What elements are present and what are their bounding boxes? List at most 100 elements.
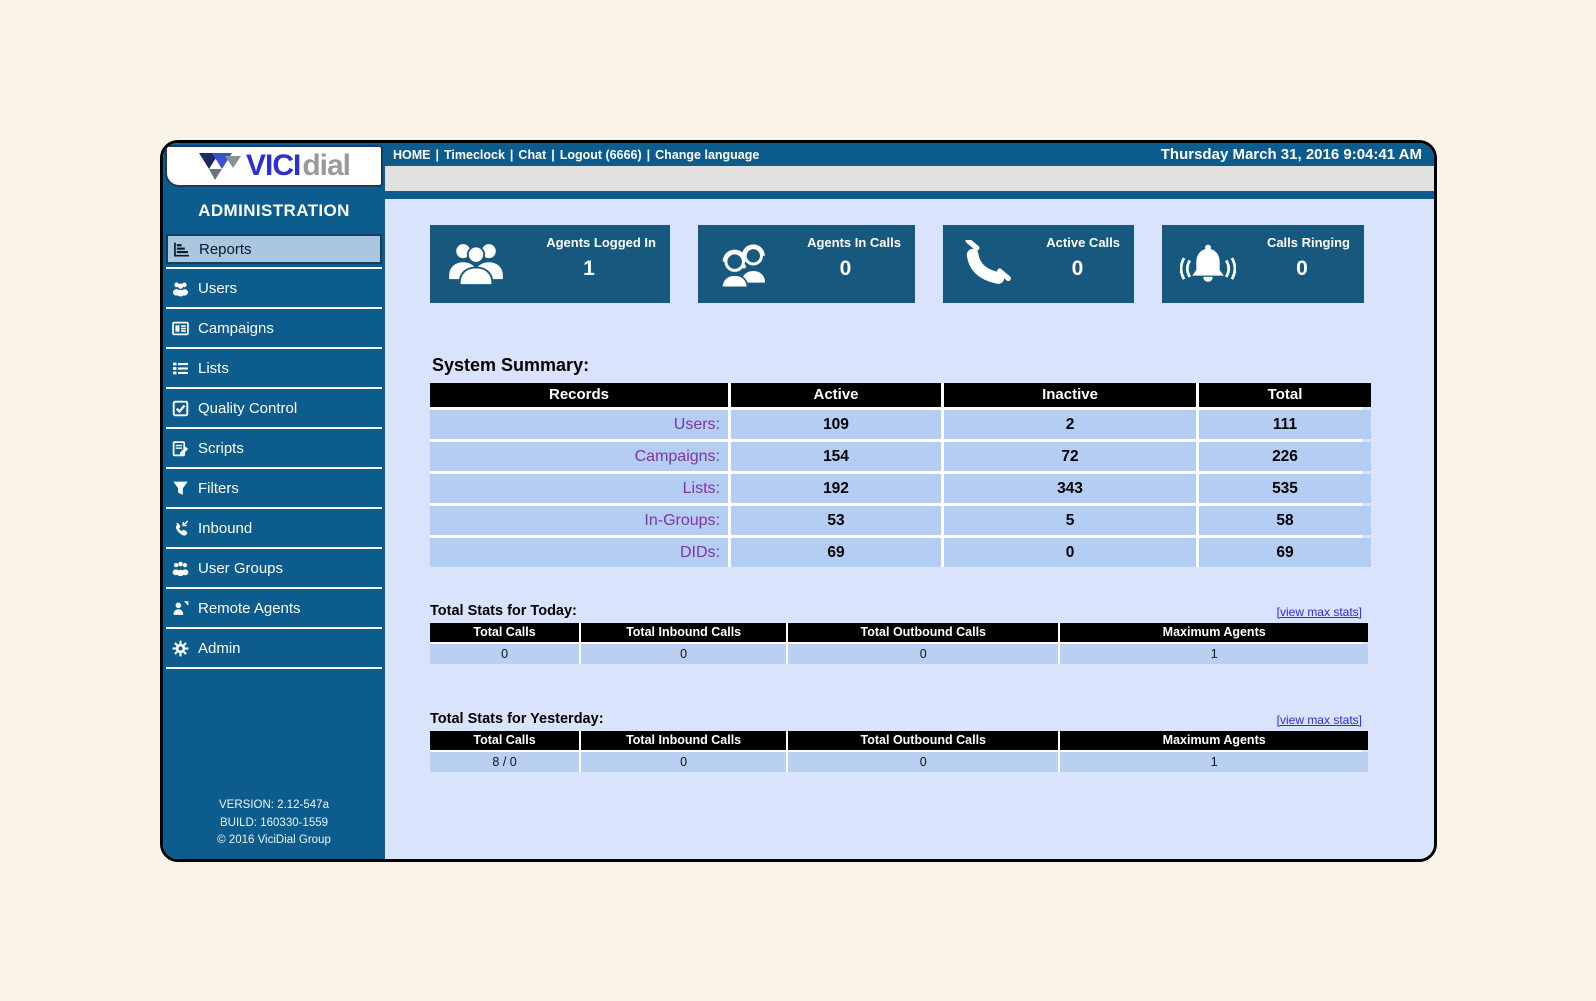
remote-agents-icon (173, 600, 189, 615)
build-text: BUILD: 160330-1559 (219, 816, 329, 829)
view-max-stats-link-today[interactable]: [view max stats] (1276, 605, 1362, 619)
inbound-icon (175, 520, 189, 536)
table-cell: 192 (731, 474, 941, 503)
table-cell: 111 (1199, 410, 1371, 439)
sidebar-item-admin[interactable]: Admin (166, 633, 382, 663)
record-link-ingroups[interactable]: In-Groups: (430, 506, 728, 535)
main-area: HOME | Timeclock | Chat | Logout (6666) … (385, 143, 1434, 859)
nav-separator: | (435, 147, 440, 162)
sidebar-nav: Reports Users Campaigns (163, 231, 385, 669)
agents-group-icon (430, 225, 522, 303)
sidebar-title: ADMINISTRATION (198, 201, 350, 220)
record-link-lists[interactable]: Lists: (430, 474, 728, 503)
view-max-stats-link-yesterday[interactable]: [view max stats] (1276, 713, 1362, 727)
campaigns-icon (172, 321, 189, 335)
sidebar-item-reports[interactable]: Reports (166, 234, 382, 264)
vicidial-logo-icon (198, 153, 241, 180)
table-cell: 69 (731, 538, 941, 567)
nav-link-chat[interactable]: Chat (518, 147, 547, 162)
reports-icon (174, 242, 189, 257)
stat-card-value: 0 (1071, 257, 1084, 280)
sidebar: VICI dial ADMINISTRATION Reports Users (163, 143, 385, 859)
stat-card-label: Active Calls (1046, 235, 1120, 250)
sidebar-item-label: Quality Control (198, 399, 298, 417)
column-header: Active (731, 383, 941, 407)
table-cell: 0 (944, 538, 1196, 567)
stat-card-label: Calls Ringing (1266, 235, 1350, 250)
table-cell: 226 (1199, 442, 1371, 471)
sidebar-item-user-groups[interactable]: User Groups (166, 553, 382, 583)
sidebar-item-label: Campaigns (198, 319, 274, 337)
table-cell: 154 (731, 442, 941, 471)
column-header: Maximum Agents (1060, 623, 1368, 642)
sidebar-divider (166, 507, 382, 509)
sidebar-item-label: Scripts (198, 439, 244, 457)
stat-card-label: Agents Logged In (546, 235, 656, 250)
table-cell: 1 (1060, 644, 1368, 664)
stat-card-value: 0 (1296, 257, 1308, 280)
column-header: Records (430, 383, 728, 407)
copyright-text: © 2016 ViciDial Group (217, 833, 331, 846)
stat-cards-row: Agents Logged In 1 (430, 225, 1364, 303)
stat-card-value: 0 (839, 257, 852, 280)
column-header: Total (1199, 383, 1371, 407)
sidebar-item-remote-agents[interactable]: Remote Agents (166, 593, 382, 623)
sidebar-item-inbound[interactable]: Inbound (166, 513, 382, 543)
phone-handset-icon (943, 225, 1035, 303)
vicidial-logo[interactable]: VICI dial (165, 145, 383, 187)
sidebar-divider (166, 667, 382, 669)
record-link-campaigns[interactable]: Campaigns: (430, 442, 728, 471)
stat-card-label: Agents In Calls (807, 235, 901, 250)
sidebar-divider (166, 627, 382, 629)
sidebar-divider (166, 387, 382, 389)
sidebar-divider (166, 307, 382, 309)
lists-icon (173, 362, 188, 374)
divider-strip (385, 191, 1434, 199)
sidebar-item-campaigns[interactable]: Campaigns (166, 313, 382, 343)
user-groups-icon (172, 561, 189, 576)
table-cell: 8 / 0 (430, 752, 580, 772)
secondary-bar (385, 166, 1434, 191)
sidebar-item-label: User Groups (198, 559, 284, 577)
topbar: HOME | Timeclock | Chat | Logout (6666) … (385, 143, 1434, 166)
column-header: Total Calls (430, 623, 580, 642)
stat-card-agents-in-calls: Agents In Calls 0 (698, 225, 915, 303)
sidebar-item-filters[interactable]: Filters (166, 473, 382, 503)
nav-separator: | (646, 147, 651, 162)
column-header: Total Outbound Calls (788, 731, 1059, 750)
nav-separator: | (509, 147, 514, 162)
table-cell: 0 (788, 644, 1059, 664)
sidebar-divider (166, 587, 382, 589)
nav-link-timeclock[interactable]: Timeclock (444, 147, 505, 162)
agents-headset-icon (698, 225, 790, 303)
column-header: Total Outbound Calls (788, 623, 1059, 642)
table-cell: 58 (1199, 506, 1371, 535)
sidebar-footer: VERSION: 2.12-547a BUILD: 160330-1559 © … (163, 797, 385, 859)
table-cell: 343 (944, 474, 1196, 503)
column-header: Inactive (944, 383, 1196, 407)
version-text: VERSION: 2.12-547a (219, 799, 329, 812)
table-cell: 5 (944, 506, 1196, 535)
table-cell: 0 (581, 752, 787, 772)
table-cell: 1 (1060, 752, 1368, 772)
column-header: Total Calls (430, 731, 580, 750)
brand-dial: dial (302, 149, 351, 182)
table-cell: 53 (731, 506, 941, 535)
sidebar-item-users[interactable]: Users (166, 273, 382, 303)
nav-link-logout[interactable]: Logout (6666) (559, 147, 642, 162)
sidebar-divider (166, 467, 382, 469)
record-link-dids[interactable]: DIDs: (430, 538, 728, 567)
sidebar-item-label: Reports (199, 240, 252, 258)
sidebar-item-scripts[interactable]: Scripts (166, 433, 382, 463)
today-stats-title: Total Stats for Today: (430, 603, 577, 619)
nav-link-home[interactable]: HOME (393, 147, 431, 162)
nav-link-change-language[interactable]: Change language (655, 147, 760, 162)
column-header: Total Inbound Calls (581, 731, 787, 750)
sidebar-item-lists[interactable]: Lists (166, 353, 382, 383)
table-cell: 2 (944, 410, 1196, 439)
table-cell: 0 (430, 644, 580, 664)
sidebar-item-label: Remote Agents (198, 599, 301, 617)
table-cell: 72 (944, 442, 1196, 471)
record-link-users[interactable]: Users: (430, 410, 728, 439)
sidebar-item-quality-control[interactable]: Quality Control (166, 393, 382, 423)
